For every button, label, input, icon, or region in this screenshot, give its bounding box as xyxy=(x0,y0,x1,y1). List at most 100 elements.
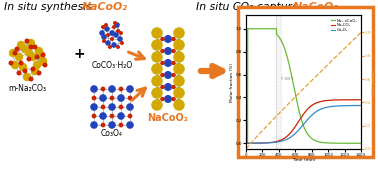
Circle shape xyxy=(152,40,163,50)
Circle shape xyxy=(37,71,42,76)
Circle shape xyxy=(171,37,176,41)
Text: +: + xyxy=(73,47,85,61)
Circle shape xyxy=(27,39,35,47)
Text: m-Na₂CO₃: m-Na₂CO₃ xyxy=(8,84,46,93)
Circle shape xyxy=(112,25,116,29)
Circle shape xyxy=(90,85,98,93)
Circle shape xyxy=(108,121,116,129)
Circle shape xyxy=(128,114,132,118)
Circle shape xyxy=(120,41,124,45)
Y-axis label: CO₂ loading: CO₂ loading xyxy=(372,70,376,94)
Circle shape xyxy=(160,61,165,65)
Circle shape xyxy=(116,29,120,33)
Circle shape xyxy=(174,88,184,98)
Circle shape xyxy=(29,53,37,61)
Circle shape xyxy=(17,71,22,76)
Circle shape xyxy=(160,85,165,89)
Circle shape xyxy=(117,94,125,102)
Circle shape xyxy=(109,30,115,36)
Circle shape xyxy=(101,87,105,91)
Circle shape xyxy=(164,59,172,67)
Circle shape xyxy=(113,21,117,25)
Circle shape xyxy=(12,50,17,55)
Text: In situ synthesis: In situ synthesis xyxy=(4,2,95,12)
Circle shape xyxy=(104,23,108,27)
FancyBboxPatch shape xyxy=(238,7,373,157)
Circle shape xyxy=(106,33,110,37)
Circle shape xyxy=(101,34,107,40)
Text: T: 600°C: T: 600°C xyxy=(281,77,294,81)
Circle shape xyxy=(126,121,134,129)
Circle shape xyxy=(160,97,165,101)
X-axis label: Time (min): Time (min) xyxy=(292,158,315,162)
Circle shape xyxy=(19,63,27,71)
Circle shape xyxy=(14,47,20,52)
Circle shape xyxy=(101,105,105,109)
Circle shape xyxy=(37,51,45,59)
Circle shape xyxy=(21,45,29,53)
Circle shape xyxy=(113,32,119,38)
Circle shape xyxy=(40,52,45,57)
Circle shape xyxy=(119,123,123,127)
Circle shape xyxy=(11,61,19,69)
Circle shape xyxy=(39,57,47,65)
Circle shape xyxy=(9,49,17,57)
Circle shape xyxy=(110,37,114,41)
Circle shape xyxy=(110,96,115,100)
Circle shape xyxy=(160,49,165,53)
Circle shape xyxy=(31,67,36,71)
Circle shape xyxy=(42,62,48,67)
Circle shape xyxy=(114,22,120,28)
Circle shape xyxy=(110,114,115,118)
Circle shape xyxy=(152,76,163,86)
Circle shape xyxy=(174,100,184,110)
Circle shape xyxy=(119,31,123,35)
Circle shape xyxy=(99,30,105,36)
Circle shape xyxy=(119,87,123,91)
Circle shape xyxy=(108,85,116,93)
Circle shape xyxy=(119,105,123,109)
Circle shape xyxy=(28,45,34,50)
Circle shape xyxy=(34,54,39,59)
Circle shape xyxy=(126,85,134,93)
Circle shape xyxy=(90,103,98,111)
Circle shape xyxy=(171,49,176,53)
Circle shape xyxy=(126,103,134,111)
Text: NaCoO₂: NaCoO₂ xyxy=(147,113,189,123)
Circle shape xyxy=(104,26,110,32)
Circle shape xyxy=(164,35,172,43)
Circle shape xyxy=(171,85,176,89)
Circle shape xyxy=(128,96,132,100)
Circle shape xyxy=(26,57,31,62)
Circle shape xyxy=(117,112,125,120)
Circle shape xyxy=(174,64,184,74)
Circle shape xyxy=(105,40,111,46)
Circle shape xyxy=(99,94,107,102)
Circle shape xyxy=(152,28,163,38)
Text: NaCoO₂: NaCoO₂ xyxy=(293,2,339,12)
Circle shape xyxy=(152,64,163,74)
Circle shape xyxy=(171,61,176,65)
Circle shape xyxy=(171,73,176,77)
Circle shape xyxy=(33,45,37,50)
Circle shape xyxy=(111,42,117,48)
Circle shape xyxy=(25,38,29,43)
Circle shape xyxy=(160,73,165,77)
Circle shape xyxy=(152,52,163,62)
Circle shape xyxy=(99,112,107,120)
Circle shape xyxy=(152,88,163,98)
Circle shape xyxy=(164,71,172,79)
Circle shape xyxy=(108,45,112,49)
Circle shape xyxy=(25,49,33,57)
Circle shape xyxy=(152,100,163,110)
Circle shape xyxy=(33,61,41,69)
Circle shape xyxy=(101,25,105,29)
Circle shape xyxy=(174,40,184,50)
Circle shape xyxy=(31,67,39,75)
Circle shape xyxy=(15,53,23,61)
Circle shape xyxy=(164,83,172,91)
Circle shape xyxy=(17,41,25,49)
Circle shape xyxy=(102,39,106,43)
Circle shape xyxy=(91,114,96,118)
Circle shape xyxy=(23,69,28,74)
